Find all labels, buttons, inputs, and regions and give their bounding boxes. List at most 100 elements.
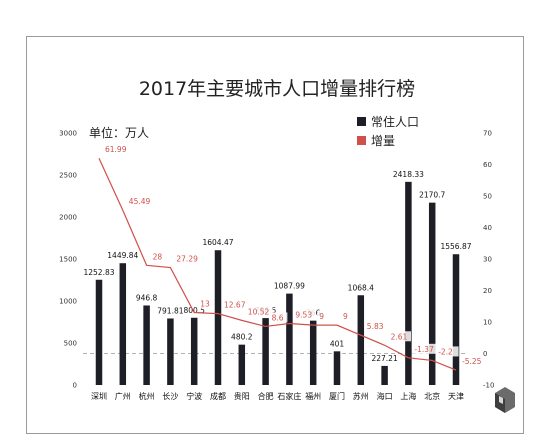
- right-tick-label: 30: [483, 256, 492, 264]
- left-tick-label: 1500: [59, 256, 77, 264]
- increment-label-bg: [103, 144, 130, 155]
- category-label: 合肥: [258, 391, 274, 401]
- right-tick-label: -10: [483, 382, 494, 390]
- bar-value-label: 1252.83: [83, 268, 114, 277]
- increment-value-label: -1.37: [414, 345, 434, 354]
- bar-value-label: 1068.4: [348, 283, 374, 292]
- legend-bar-label: 常住人口: [371, 115, 419, 129]
- right-tick-label: 70: [483, 130, 492, 138]
- left-tick-label: 2000: [59, 214, 77, 222]
- bar: [428, 202, 436, 385]
- increment-label-bg: [364, 321, 388, 332]
- bar: [357, 295, 365, 385]
- legend: 常住人口 增量: [357, 115, 419, 148]
- right-tick-label: 60: [483, 161, 492, 169]
- bar: [238, 344, 246, 385]
- bar-value-label: 1449.84: [107, 251, 138, 260]
- increment-value-label: 28: [153, 252, 163, 261]
- bar: [262, 318, 269, 385]
- increment-label-bg: [174, 253, 202, 264]
- legend-line-swatch: [357, 136, 366, 145]
- chart-canvas: 2017年主要城市人口增量排行榜 单位：万人 常住人口 增量 050010001…: [59, 78, 515, 413]
- bar: [214, 250, 222, 385]
- right-tick-label: 50: [483, 193, 492, 201]
- left-axis-ticks: 0 500 1000 1500 2000 2500 3000: [59, 130, 77, 390]
- left-tick-label: 2500: [59, 172, 77, 180]
- bar-value-label: 401: [330, 339, 345, 348]
- increment-label-bg: [341, 311, 350, 322]
- increment-value-label: -2.2: [438, 347, 453, 356]
- chart-title: 2017年主要城市人口增量排行榜: [139, 78, 415, 100]
- increment-label-bg: [412, 343, 440, 354]
- category-label: 杭州: [139, 391, 155, 401]
- category-label: 福州: [305, 392, 321, 401]
- increment-value-label: 13: [200, 300, 210, 309]
- increment-label-bg: [436, 346, 459, 357]
- increment-value-label: 61.99: [105, 145, 127, 154]
- unit-label: 单位：万人: [89, 125, 149, 140]
- category-labels: 深圳 广州 杭州 长沙 宁波 成都 贵阳 合肥 石家庄 福州 厦门 苏州 海口 上海 北京 天津: [91, 391, 464, 401]
- category-label: 苏州: [353, 391, 369, 401]
- bar-value-label: 800.5: [183, 306, 205, 315]
- bar: [119, 263, 127, 385]
- left-tick-label: 1000: [59, 298, 77, 306]
- category-label: 长沙: [162, 391, 178, 401]
- category-label: 天津: [448, 391, 464, 401]
- increment-value-label: 2.61: [391, 332, 408, 341]
- increment-value-label: 12.67: [224, 301, 246, 310]
- increment-label-bg: [460, 356, 487, 367]
- category-label: 广州: [115, 391, 131, 401]
- category-label: 北京: [424, 391, 440, 401]
- increment-label-bg: [198, 298, 212, 309]
- increment-label-bg: [388, 331, 411, 342]
- left-tick-label: 0: [73, 382, 77, 390]
- increment-label-bg: [317, 311, 326, 322]
- increment-value-label: 45.49: [129, 197, 151, 206]
- increment-label-bg: [222, 299, 249, 310]
- increment-value-label: 9.53: [295, 310, 312, 319]
- category-label: 厦门: [329, 391, 345, 401]
- increment-value-label: 27.29: [176, 255, 198, 264]
- category-label: 上海: [400, 391, 416, 401]
- legend-line-label: 增量: [371, 134, 395, 148]
- bar: [190, 317, 198, 385]
- bar-value-label: 1556.87: [440, 242, 471, 251]
- category-label: 宁波: [186, 391, 202, 401]
- right-tick-label: 40: [483, 224, 492, 232]
- bar-value-label: 480.2: [231, 333, 253, 342]
- bar: [452, 254, 460, 385]
- category-label: 石家庄: [277, 391, 301, 401]
- increment-label-bg: [245, 306, 273, 317]
- left-tick-label: 500: [64, 340, 77, 348]
- right-tick-label: 20: [483, 287, 492, 295]
- category-label: 成都: [210, 391, 226, 401]
- right-tick-label: 10: [483, 319, 492, 327]
- bar-value-label: 946.8: [136, 293, 158, 302]
- bar: [333, 351, 341, 385]
- bar: [309, 320, 317, 385]
- category-label: 深圳: [91, 391, 107, 401]
- left-tick-label: 3000: [59, 130, 77, 138]
- increment-value-label: 9: [319, 312, 324, 321]
- bar: [143, 305, 150, 385]
- bar-value-label: 791.81: [157, 306, 183, 315]
- increment-value-label: 8.6: [272, 313, 284, 322]
- bars: [95, 181, 460, 385]
- bar: [95, 279, 103, 385]
- bar-value-label: 2170.7: [419, 191, 445, 200]
- chart-frame: 2017年主要城市人口增量排行榜 单位：万人 常住人口 增量 0 500 1000 1…: [26, 36, 524, 434]
- category-label: 贵阳: [234, 391, 250, 401]
- increment-value-label: 5.83: [367, 322, 384, 331]
- bar: [405, 181, 412, 385]
- right-tick-label: 0: [483, 350, 487, 358]
- bar: [167, 318, 174, 385]
- bar-value-label: 1604.47: [202, 238, 233, 247]
- increment-label-bg: [150, 251, 164, 262]
- increment-value-label: -5.25: [462, 357, 482, 366]
- bar: [381, 365, 388, 385]
- increment-line: [98, 157, 457, 371]
- increment-value-label: 9: [343, 312, 348, 321]
- bar-value-label: 2418.33: [393, 170, 424, 179]
- increment-label-bg: [126, 196, 154, 207]
